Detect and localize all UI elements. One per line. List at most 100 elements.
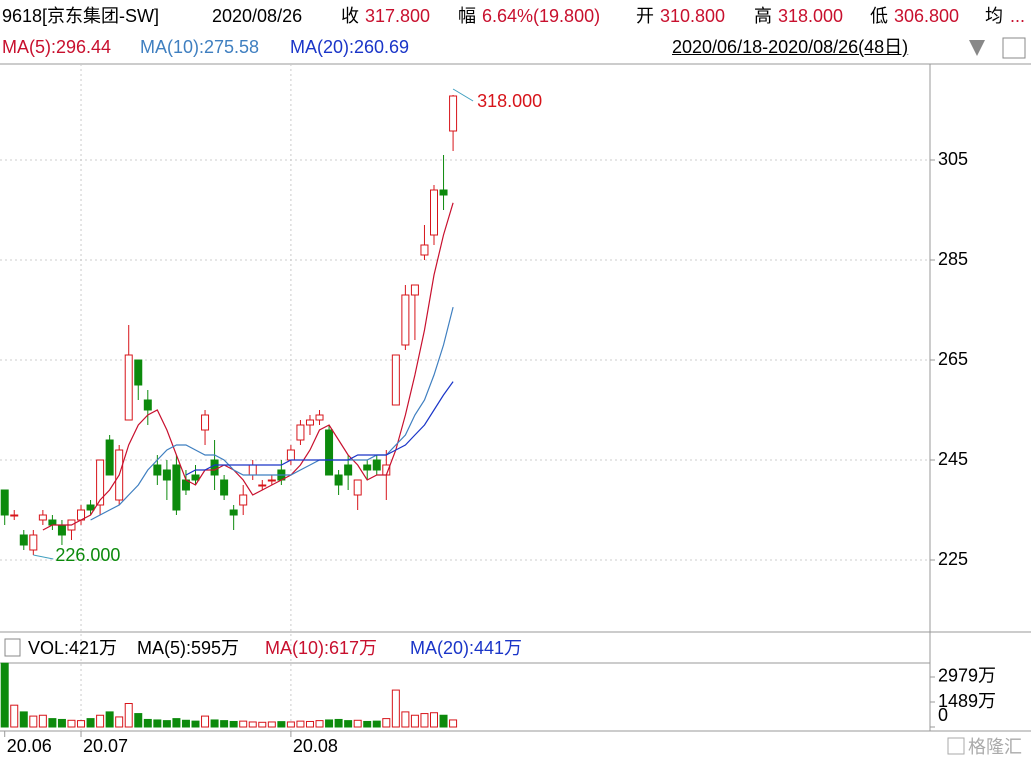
candle-body	[201, 414, 210, 431]
y-tick-label: 305	[938, 149, 968, 169]
x-tick-label: 20.06	[7, 736, 52, 756]
candle-body	[86, 504, 95, 511]
y-tick-label: 245	[938, 449, 968, 469]
volume-bar	[449, 719, 458, 728]
candle-body	[248, 464, 257, 476]
candle-body	[334, 474, 343, 486]
candle-body	[19, 534, 28, 546]
volume-bar	[239, 720, 248, 728]
watermark: 格隆汇	[968, 737, 1022, 757]
field-value: 6.64%(19.800)	[482, 6, 601, 26]
candle-body	[258, 484, 267, 487]
volume-bar	[105, 711, 114, 728]
volume-bar	[258, 721, 267, 728]
high-label: 318.000	[477, 91, 542, 111]
collapse-icon[interactable]	[4, 638, 21, 657]
field-label: 开	[636, 6, 654, 26]
symbol: 9618[京东集团-SW]	[2, 6, 160, 26]
volume-bar	[10, 704, 19, 728]
volume-bar	[86, 718, 95, 728]
volume-bar	[286, 721, 295, 728]
candle-body	[153, 464, 162, 476]
candle-body	[96, 459, 105, 506]
volume-bar	[430, 712, 438, 728]
y-tick-label: 2979万	[938, 666, 996, 686]
volume-bar	[325, 719, 334, 728]
volume-bar	[210, 719, 219, 728]
candle-body	[449, 95, 458, 132]
volume-bar	[134, 713, 143, 728]
field-label: 均	[985, 6, 1003, 26]
volume-bar	[334, 718, 343, 728]
candle-body	[0, 489, 9, 516]
candle-body	[344, 464, 353, 476]
candle-body	[391, 354, 400, 406]
candle-body	[210, 459, 219, 476]
low-label: 226.000	[55, 545, 120, 565]
volume-bar	[353, 719, 362, 728]
candle-body	[372, 459, 381, 471]
volume-bar	[38, 714, 47, 728]
y-tick-label: 1489万	[938, 691, 996, 711]
volume-bar	[248, 721, 257, 728]
candle-body	[239, 494, 248, 506]
volume-bar	[181, 719, 190, 728]
volume-bar	[67, 719, 76, 728]
candle-body	[410, 284, 419, 296]
candle-body	[267, 479, 276, 482]
watermark-icon	[947, 737, 965, 755]
candle-body	[105, 439, 114, 476]
y-tick-label: 0	[938, 705, 948, 725]
candle-body	[57, 524, 66, 536]
volume-bar	[29, 715, 38, 728]
field-label: 低	[870, 6, 888, 26]
menu-icon[interactable]	[1002, 37, 1026, 59]
y-tick-label: 285	[938, 249, 968, 269]
volume-bar	[344, 720, 353, 728]
volume-bar	[382, 718, 391, 728]
field-label: 幅	[458, 6, 476, 26]
annotation-line	[452, 88, 474, 102]
vol-text: MA(5):595万	[137, 638, 240, 658]
ma-line	[42, 202, 454, 531]
field-label: 高	[754, 6, 772, 26]
volume-bar	[48, 718, 57, 728]
y-tick-label: 225	[938, 549, 968, 569]
volume-bar	[77, 720, 86, 728]
candle-body	[48, 519, 57, 526]
volume-bar	[372, 720, 381, 728]
candle-body	[143, 399, 152, 411]
volume-bar	[172, 718, 181, 728]
annotation-line	[33, 554, 54, 560]
volume-bar	[115, 716, 124, 728]
date-range[interactable]: 2020/06/18-2020/08/26(48日)	[672, 37, 909, 57]
candle-body	[353, 479, 362, 496]
candle-body	[315, 414, 324, 421]
volume-bar	[162, 720, 171, 728]
volume-bar	[201, 715, 210, 728]
candle-body	[286, 449, 295, 461]
field-value: ...	[1010, 6, 1026, 26]
dropdown-icon[interactable]	[969, 40, 985, 56]
candle-body	[229, 509, 238, 516]
field-value: 318.000	[778, 6, 844, 26]
candle-body	[363, 464, 372, 471]
volume-bar	[410, 714, 419, 728]
volume-bar	[19, 711, 28, 728]
candle-body	[134, 359, 143, 386]
ma-text: MA(5):296.44	[2, 37, 112, 57]
volume-bar	[57, 718, 66, 728]
field-value: 310.800	[660, 6, 726, 26]
candle-body	[439, 189, 448, 196]
candle-body	[172, 464, 181, 511]
candle-body	[10, 514, 19, 517]
volume-bar	[229, 720, 238, 728]
volume-bar	[143, 718, 152, 728]
volume-bar	[401, 711, 410, 728]
volume-bar	[420, 713, 429, 728]
volume-bar	[124, 703, 133, 728]
candle-body	[296, 424, 305, 441]
date: 2020/08/26	[212, 6, 303, 26]
